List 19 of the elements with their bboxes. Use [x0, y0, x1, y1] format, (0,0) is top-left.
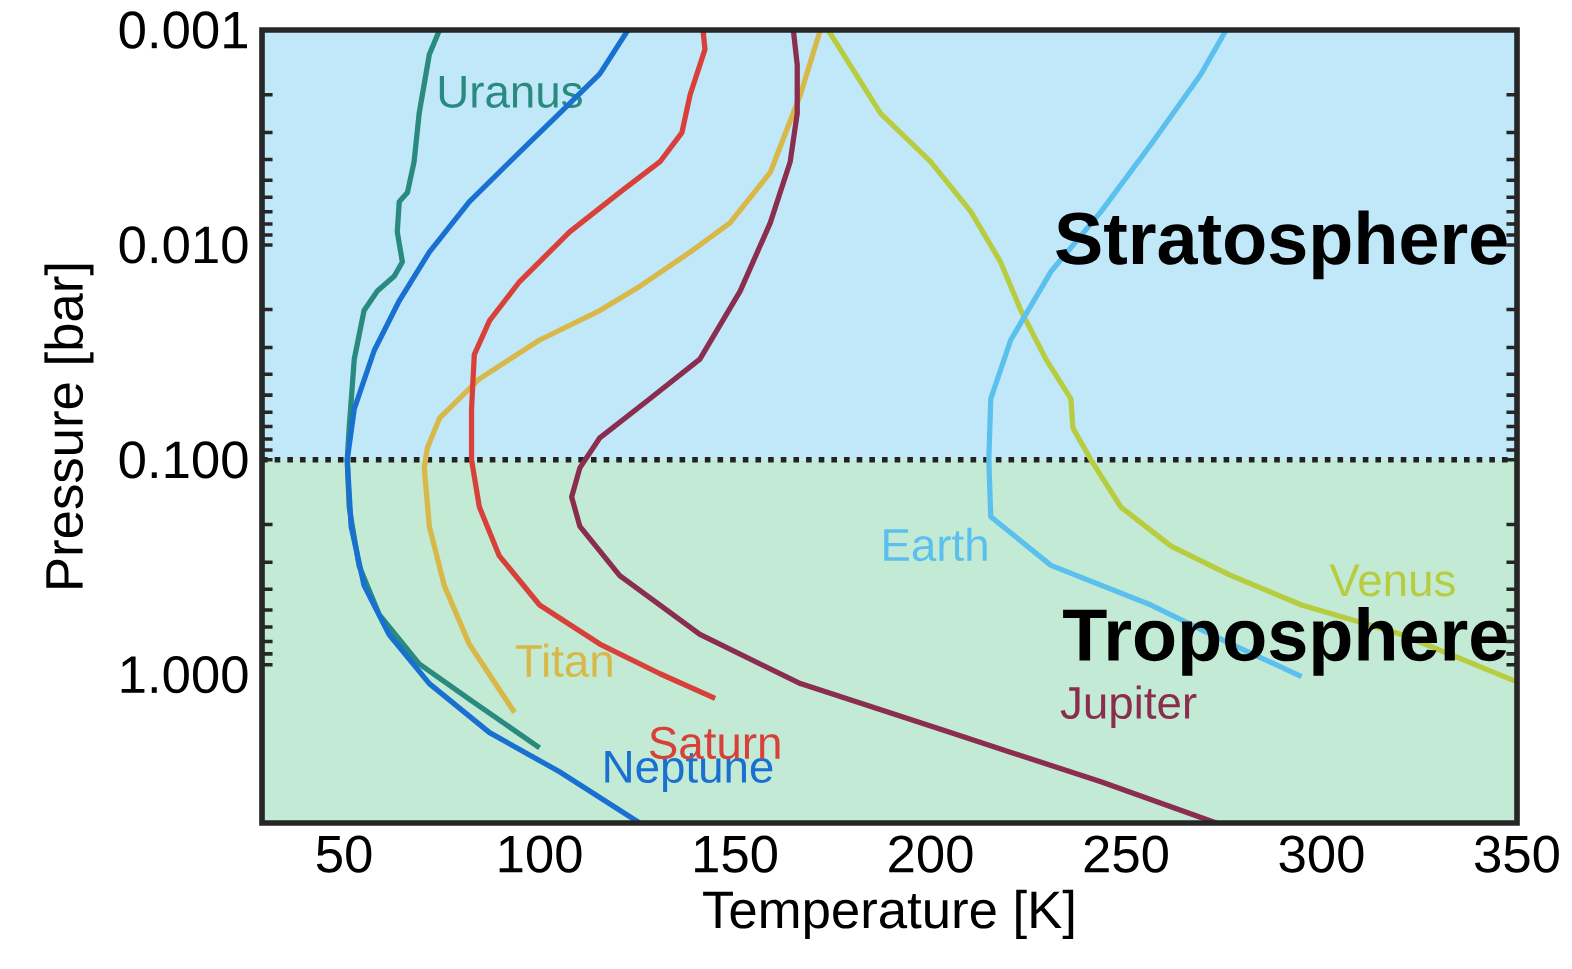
y-tick-label: 0.010 — [119, 226, 248, 264]
x-tick-label: 150 — [695, 835, 777, 873]
series-label: Uranus — [439, 76, 582, 108]
x-tick-label: 250 — [1084, 835, 1168, 873]
x-tick-label: 50 — [316, 835, 372, 873]
series-label: Venus — [1329, 564, 1455, 597]
series-label: Titan — [515, 643, 612, 678]
y-tick-label: 0.100 — [119, 441, 248, 479]
x-tick-label: 100 — [499, 835, 582, 873]
band-label: Stratosphere — [1056, 210, 1507, 280]
x-tick-label: 300 — [1279, 835, 1364, 873]
y-axis-title: Pressure [bar] — [44, 264, 94, 588]
series-label: Earth — [884, 527, 987, 562]
y-tick-label: 0.001 — [119, 11, 247, 49]
x-tick-label: 350 — [1475, 835, 1559, 873]
series-label: Jupiter — [1060, 685, 1197, 729]
x-axis-title: Temperature [K] — [703, 889, 1074, 939]
x-tick-label: 200 — [889, 835, 973, 873]
y-tick-label: 1.000 — [121, 656, 248, 694]
